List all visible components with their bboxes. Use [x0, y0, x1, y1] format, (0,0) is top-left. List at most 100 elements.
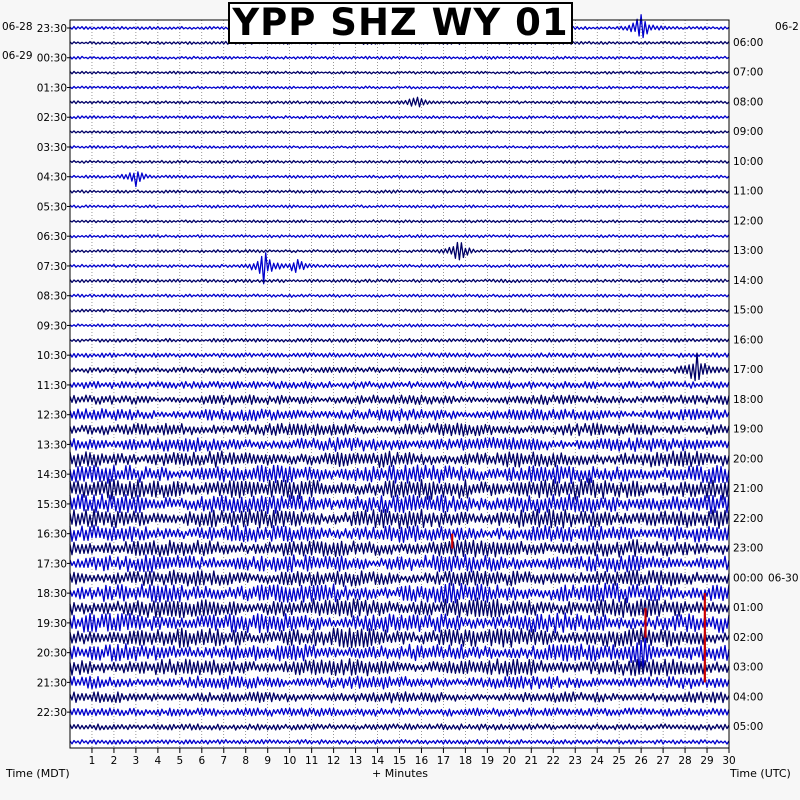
left-time-label: 06:30 — [37, 231, 67, 243]
right-time-label: 14:00 — [733, 275, 763, 287]
x-tick-label: 21 — [525, 755, 538, 767]
x-tick-label: 7 — [220, 755, 227, 767]
trace-row — [69, 219, 730, 224]
left-time-label: 10:30 — [37, 350, 67, 362]
right-time-label: 11:00 — [733, 186, 763, 198]
x-tick-label: 22 — [547, 755, 560, 767]
trace-row — [69, 524, 730, 543]
right-time-label: 05:00 — [733, 721, 763, 733]
trace-row — [69, 337, 730, 343]
left-time-label: 08:30 — [37, 291, 67, 303]
x-tick-label: 3 — [133, 755, 140, 767]
trace-row — [69, 539, 730, 558]
trace-row — [69, 380, 730, 390]
x-tick-label: 15 — [393, 755, 406, 767]
right-time-label: 09:00 — [733, 126, 763, 138]
left-time-label: 11:30 — [37, 380, 67, 392]
x-tick-label: 26 — [634, 755, 648, 767]
trace-row — [69, 96, 730, 108]
right-time-label: 21:00 — [733, 483, 763, 495]
right-time-label: 07:00 — [733, 67, 763, 79]
right-time-label: 15:00 — [733, 305, 763, 317]
trace-row — [69, 582, 730, 604]
trace-row — [69, 145, 730, 149]
right-time-label: 16:00 — [733, 334, 763, 346]
right-time-label: 06:00 — [733, 37, 763, 49]
trace-row — [69, 658, 730, 677]
trace-row — [69, 739, 730, 745]
x-tick-label: 25 — [612, 755, 625, 767]
x-tick-label: 18 — [459, 755, 472, 767]
trace-row — [69, 691, 730, 704]
right-time-label: 17:00 — [733, 364, 763, 376]
left-time-label: 18:30 — [37, 588, 67, 600]
trace-row — [69, 436, 730, 453]
left-time-label: 14:30 — [37, 469, 67, 481]
x-tick-label: 4 — [155, 755, 162, 767]
trace-row — [69, 464, 730, 485]
right-time-label: 23:00 — [733, 543, 763, 555]
right-time-label: 12:00 — [733, 215, 763, 227]
trace-row — [69, 159, 730, 164]
trace-row — [69, 675, 730, 690]
left-time-label: 07:30 — [37, 261, 67, 273]
trace-row — [69, 70, 730, 75]
right-time-label: 18:00 — [733, 394, 763, 406]
trace-row — [69, 130, 730, 135]
right-time-label: 02:00 — [733, 632, 763, 644]
trace-row — [69, 234, 730, 239]
left-time-label: 15:30 — [37, 499, 67, 511]
left-time-label: 16:30 — [37, 529, 67, 541]
left-date-label: 06-29 — [2, 50, 33, 62]
left-time-label: 05:30 — [37, 201, 67, 213]
trace-row — [69, 278, 730, 284]
trace-row — [69, 352, 730, 359]
left-time-label: 02:30 — [37, 112, 67, 124]
left-time-label: 13:30 — [37, 439, 67, 451]
right-time-label: 22:00 — [733, 513, 763, 525]
x-tick-label: 29 — [700, 755, 713, 767]
trace-row — [69, 204, 730, 209]
trace-row — [69, 352, 730, 382]
axis-labels: 1 2 3 4 5 6 7 8 9 10 11 12 13 14 15 16 17 18 19 20 21 22 23 24 2… — [2, 21, 799, 780]
left-date-label: 06-28 — [2, 21, 33, 33]
x-tick-label: 10 — [283, 755, 296, 767]
trace-row — [69, 189, 730, 194]
trace-row — [69, 597, 730, 619]
left-time-label: 20:30 — [37, 648, 67, 660]
trace-row — [69, 252, 730, 285]
left-axis-label: Time (MDT) — [5, 767, 70, 780]
x-tick-label: 12 — [327, 755, 340, 767]
x-tick-label: 2 — [111, 755, 118, 767]
trace-row — [69, 55, 730, 60]
right-time-label: 19:00 — [733, 424, 763, 436]
x-tick-label: 23 — [569, 755, 582, 767]
x-tick-label: 30 — [722, 755, 735, 767]
right-time-label: 04:00 — [733, 691, 763, 703]
trace-row — [69, 493, 730, 515]
right-time-label: 08:00 — [733, 96, 763, 108]
x-tick-label: 28 — [678, 755, 691, 767]
left-time-label: 01:30 — [37, 82, 67, 94]
left-time-label: 21:30 — [37, 677, 67, 689]
trace-row — [69, 115, 730, 120]
x-tick-label: 16 — [415, 755, 429, 767]
x-tick-label: 14 — [371, 755, 385, 767]
left-time-label: 22:30 — [37, 707, 67, 719]
left-time-label: 23:30 — [37, 23, 67, 35]
trace-row — [69, 450, 730, 469]
x-tick-label: 27 — [656, 755, 669, 767]
right-time-label: 03:00 — [733, 662, 763, 674]
right-time-label: 13:00 — [733, 245, 763, 257]
trace-row — [69, 171, 730, 188]
left-time-label: 03:30 — [37, 142, 67, 154]
x-tick-label: 5 — [176, 755, 183, 767]
trace-row — [69, 636, 730, 673]
trace-row — [69, 422, 730, 437]
left-time-label: 09:30 — [37, 320, 67, 332]
right-time-label: 01:00 — [733, 602, 763, 614]
left-time-label: 17:30 — [37, 558, 67, 570]
trace-row — [69, 627, 730, 649]
x-tick-label: 6 — [198, 755, 205, 767]
